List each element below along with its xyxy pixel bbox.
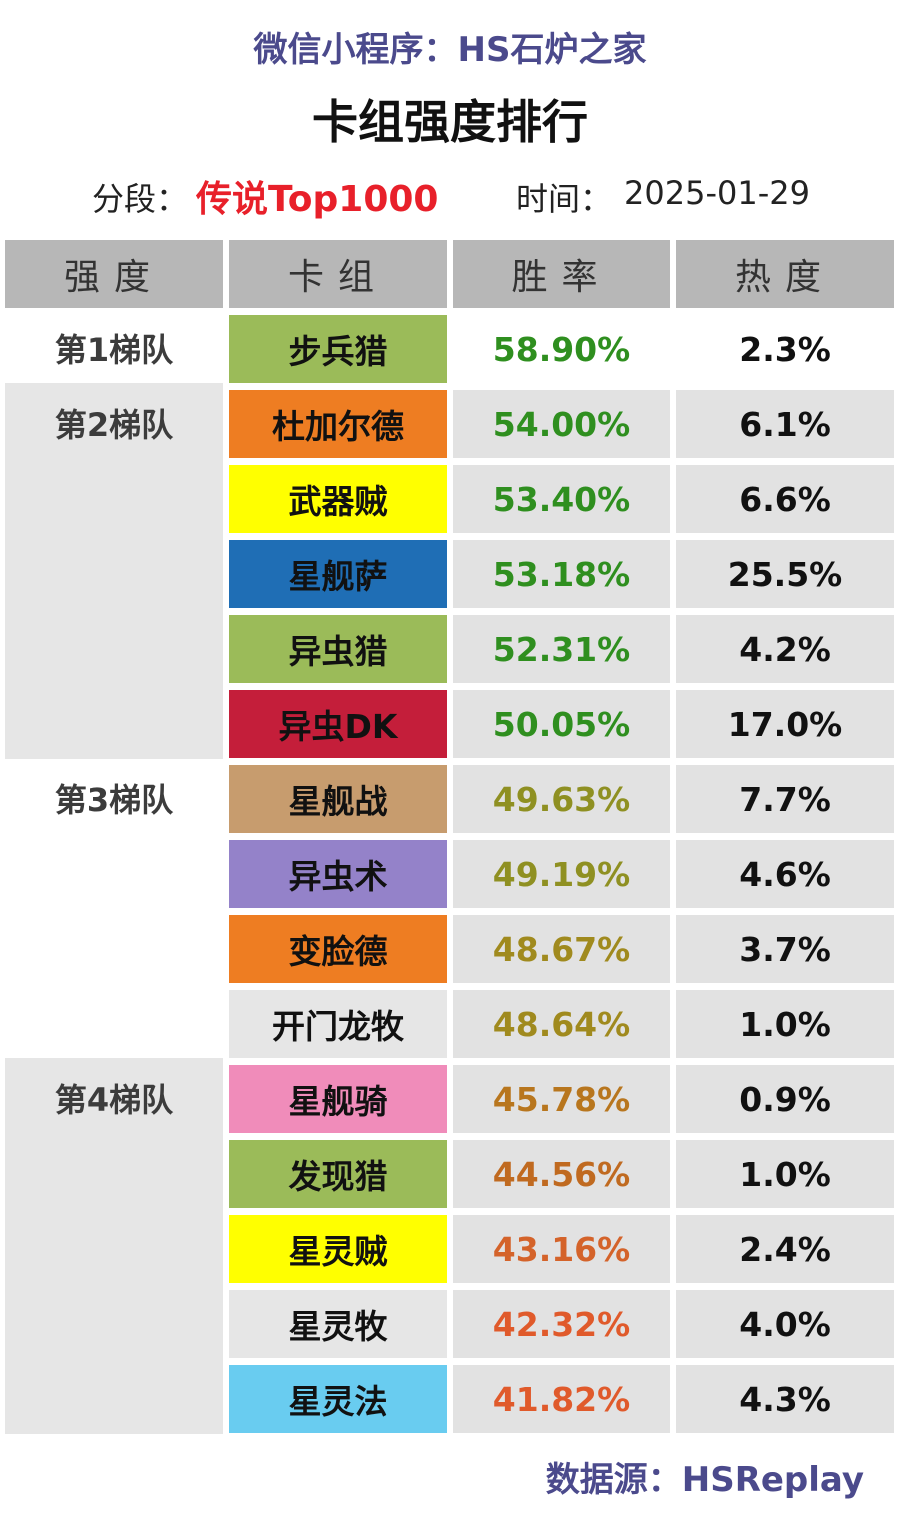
popularity: 3.7%: [676, 915, 894, 983]
deck-name: 武器贼: [229, 465, 447, 533]
popularity: 7.7%: [676, 765, 894, 833]
popularity: 1.0%: [676, 1140, 894, 1208]
deck-name: 开门龙牧: [229, 990, 447, 1058]
deck-name: 异虫DK: [229, 690, 447, 758]
tier-label: 第4梯队: [54, 1081, 174, 1119]
win-rate: 41.82%: [453, 1365, 670, 1433]
deck-name: 步兵猎: [229, 315, 447, 383]
win-rate: 50.05%: [453, 690, 670, 758]
popularity: 0.9%: [676, 1065, 894, 1133]
tier-label: 第2梯队: [54, 406, 174, 444]
app-label: 微信小程序：HS石炉之家: [253, 30, 647, 70]
deck-name: 星舰战: [229, 765, 447, 833]
popularity: 6.6%: [676, 465, 894, 533]
win-rate: 53.18%: [453, 540, 670, 608]
popularity: 2.3%: [676, 315, 894, 383]
popularity: 1.0%: [676, 990, 894, 1058]
win-rate: 54.00%: [453, 390, 670, 458]
popularity: 6.1%: [676, 390, 894, 458]
source-value: HSReplay: [681, 1460, 864, 1500]
deck-name: 异虫术: [229, 840, 447, 908]
deck-name: 星灵法: [229, 1365, 447, 1433]
win-rate: 49.63%: [453, 765, 670, 833]
segment-label: 分段：: [92, 180, 189, 218]
column-header-tier: 强度: [5, 240, 223, 308]
deck-name: 星灵贼: [229, 1215, 447, 1283]
meta-row: 分段： 传说Top1000 时间： 2025-01-29: [0, 170, 900, 220]
win-rate: 43.16%: [453, 1215, 670, 1283]
tier-background: [5, 383, 223, 759]
column-header-popularity: 热度: [676, 240, 894, 308]
win-rate: 53.40%: [453, 465, 670, 533]
win-rate: 42.32%: [453, 1290, 670, 1358]
popularity: 4.6%: [676, 840, 894, 908]
deck-name: 异虫猎: [229, 615, 447, 683]
column-header-deck: 卡组: [229, 240, 447, 308]
popularity: 17.0%: [676, 690, 894, 758]
column-header-winrate: 胜率: [453, 240, 670, 308]
tier-label: 第1梯队: [54, 331, 174, 369]
win-rate: 58.90%: [453, 315, 670, 383]
time-label: 时间：: [516, 180, 613, 218]
popularity: 2.4%: [676, 1215, 894, 1283]
source-label: 数据源：: [545, 1460, 682, 1500]
segment-value: 传说Top1000: [196, 179, 439, 220]
win-rate: 52.31%: [453, 615, 670, 683]
win-rate: 48.67%: [453, 915, 670, 983]
deck-name: 发现猎: [229, 1140, 447, 1208]
tier-label: 第3梯队: [54, 781, 174, 819]
win-rate: 49.19%: [453, 840, 670, 908]
win-rate: 45.78%: [453, 1065, 670, 1133]
data-source: 数据源：HSReplay: [546, 1452, 864, 1501]
time-value: 2025-01-29: [624, 174, 810, 212]
page-title: 卡组强度排行: [312, 95, 588, 149]
tier-background: [5, 1058, 223, 1434]
popularity: 25.5%: [676, 540, 894, 608]
popularity: 4.3%: [676, 1365, 894, 1433]
deck-name: 星舰萨: [229, 540, 447, 608]
popularity: 4.2%: [676, 615, 894, 683]
deck-name: 杜加尔德: [229, 390, 447, 458]
win-rate: 48.64%: [453, 990, 670, 1058]
deck-name: 星灵牧: [229, 1290, 447, 1358]
win-rate: 44.56%: [453, 1140, 670, 1208]
popularity: 4.0%: [676, 1290, 894, 1358]
deck-name: 变脸德: [229, 915, 447, 983]
deck-name: 星舰骑: [229, 1065, 447, 1133]
